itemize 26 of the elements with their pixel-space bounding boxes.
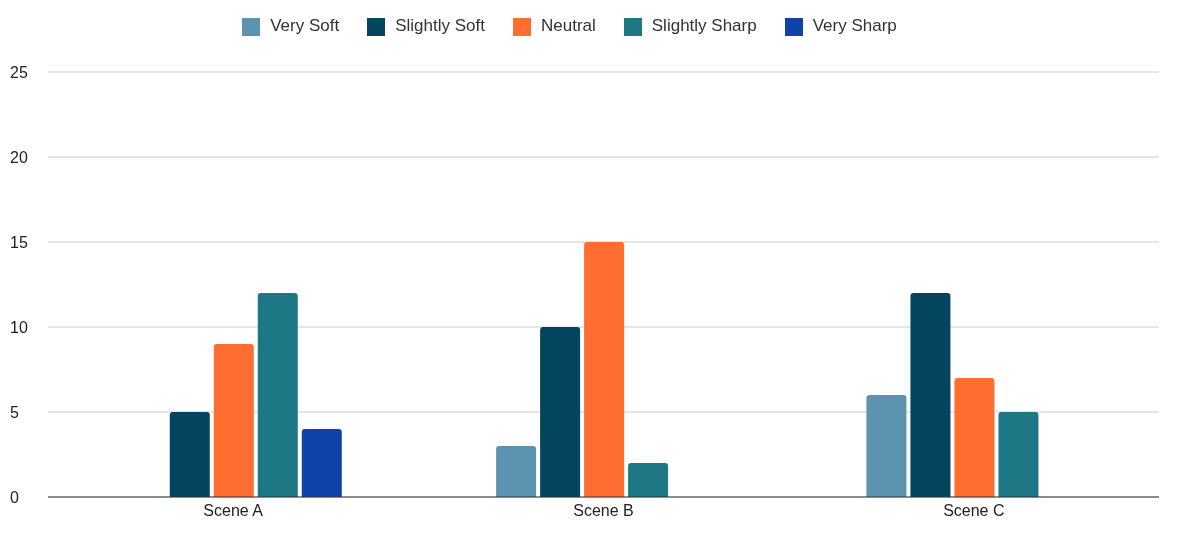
bar	[213, 344, 254, 497]
y-tick-label: 5	[10, 403, 19, 421]
bar	[584, 242, 625, 497]
bar	[301, 429, 342, 497]
x-tick-label: Scene C	[943, 502, 1005, 520]
legend-label: Neutral	[540, 16, 596, 35]
x-tick-label: Scene A	[203, 502, 264, 520]
bar	[540, 327, 581, 497]
bar	[998, 412, 1039, 497]
bar	[866, 395, 907, 497]
legend-label: Very Sharp	[812, 16, 897, 35]
bar	[169, 412, 210, 497]
bar	[954, 378, 995, 497]
x-tick-label: Scene B	[573, 502, 634, 520]
bar	[910, 293, 951, 497]
legend-label: Slightly Soft	[395, 16, 485, 35]
bar	[257, 293, 298, 497]
bar	[496, 446, 537, 497]
y-tick-label: 10	[10, 318, 28, 336]
y-tick-label: 20	[10, 148, 28, 166]
y-tick-label: 15	[10, 233, 28, 251]
legend-label: Slightly Sharp	[651, 16, 757, 35]
bar	[628, 463, 669, 497]
legend-label: Very Soft	[270, 16, 340, 35]
y-tick-label: 25	[10, 63, 28, 81]
y-tick-label: 0	[10, 488, 19, 506]
